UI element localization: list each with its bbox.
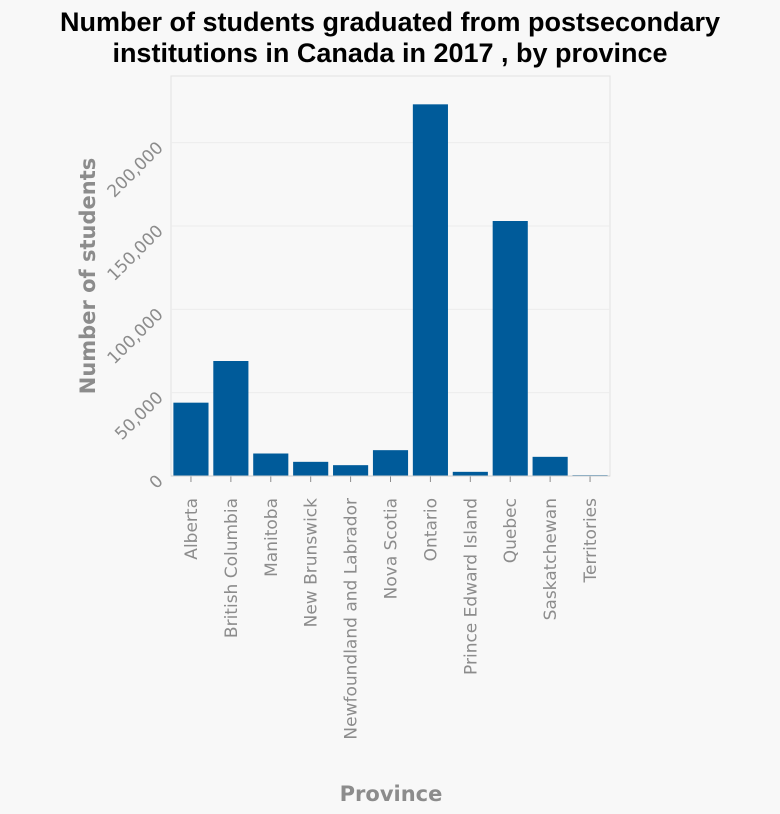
x-tick-label: Alberta bbox=[182, 498, 202, 560]
y-tick-label: 100,000 bbox=[104, 305, 168, 369]
x-tick-label: Quebec bbox=[501, 498, 521, 563]
x-tick-label: Newfoundland and Labrador bbox=[342, 498, 362, 740]
bar bbox=[333, 465, 369, 476]
bar bbox=[452, 471, 488, 476]
x-tick-label: Ontario bbox=[421, 498, 441, 561]
bar bbox=[412, 104, 448, 476]
x-tick-label: Manitoba bbox=[262, 498, 282, 577]
y-tick-label: 200,000 bbox=[104, 138, 168, 202]
bar bbox=[213, 361, 249, 476]
x-tick-label: Saskatchewan bbox=[541, 498, 561, 620]
chart-title-line-2: institutions in Canada in 2017 , by prov… bbox=[112, 38, 667, 68]
bar bbox=[173, 402, 209, 476]
x-tick-label: Nova Scotia bbox=[382, 498, 402, 599]
bar bbox=[492, 221, 528, 476]
x-axis-tick-labels: Alberta British Columbia Manitoba New Bruns… bbox=[182, 476, 601, 740]
x-axis-title: Province bbox=[340, 782, 443, 806]
x-tick-label: Territories bbox=[581, 498, 601, 584]
y-tick-label: 0 bbox=[146, 471, 168, 493]
bar bbox=[532, 456, 568, 476]
bar bbox=[372, 450, 409, 476]
y-axis-tick-labels: 0 50,000 100,000 150,000 200,000 bbox=[104, 138, 168, 493]
x-tick-label: British Columbia bbox=[222, 498, 242, 638]
bars bbox=[173, 104, 608, 477]
chart-title-line-1: Number of students graduated from postse… bbox=[60, 7, 720, 37]
y-axis-title: Number of students bbox=[76, 158, 100, 394]
bar bbox=[253, 453, 289, 476]
bar bbox=[293, 461, 329, 476]
y-tick-label: 50,000 bbox=[111, 388, 167, 444]
y-tick-label: 150,000 bbox=[104, 221, 168, 285]
x-tick-label: Prince Edward Island bbox=[461, 498, 481, 675]
x-tick-label: New Brunswick bbox=[302, 498, 322, 628]
